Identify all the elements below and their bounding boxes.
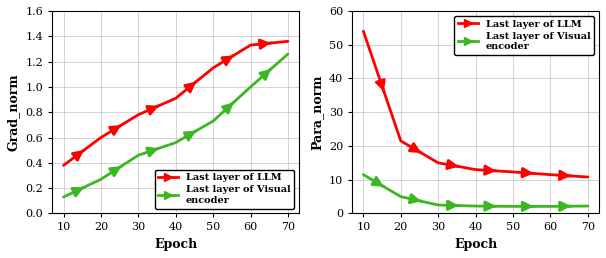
Y-axis label: Para_norm: Para_norm bbox=[310, 75, 324, 150]
Legend: Last layer of LLM, Last layer of Visual
encoder: Last layer of LLM, Last layer of Visual … bbox=[155, 170, 295, 209]
Legend: Last layer of LLM, Last layer of Visual
encoder: Last layer of LLM, Last layer of Visual … bbox=[454, 16, 594, 55]
Y-axis label: Grad_norm: Grad_norm bbox=[7, 73, 20, 151]
X-axis label: Epoch: Epoch bbox=[154, 238, 198, 251]
X-axis label: Epoch: Epoch bbox=[454, 238, 497, 251]
